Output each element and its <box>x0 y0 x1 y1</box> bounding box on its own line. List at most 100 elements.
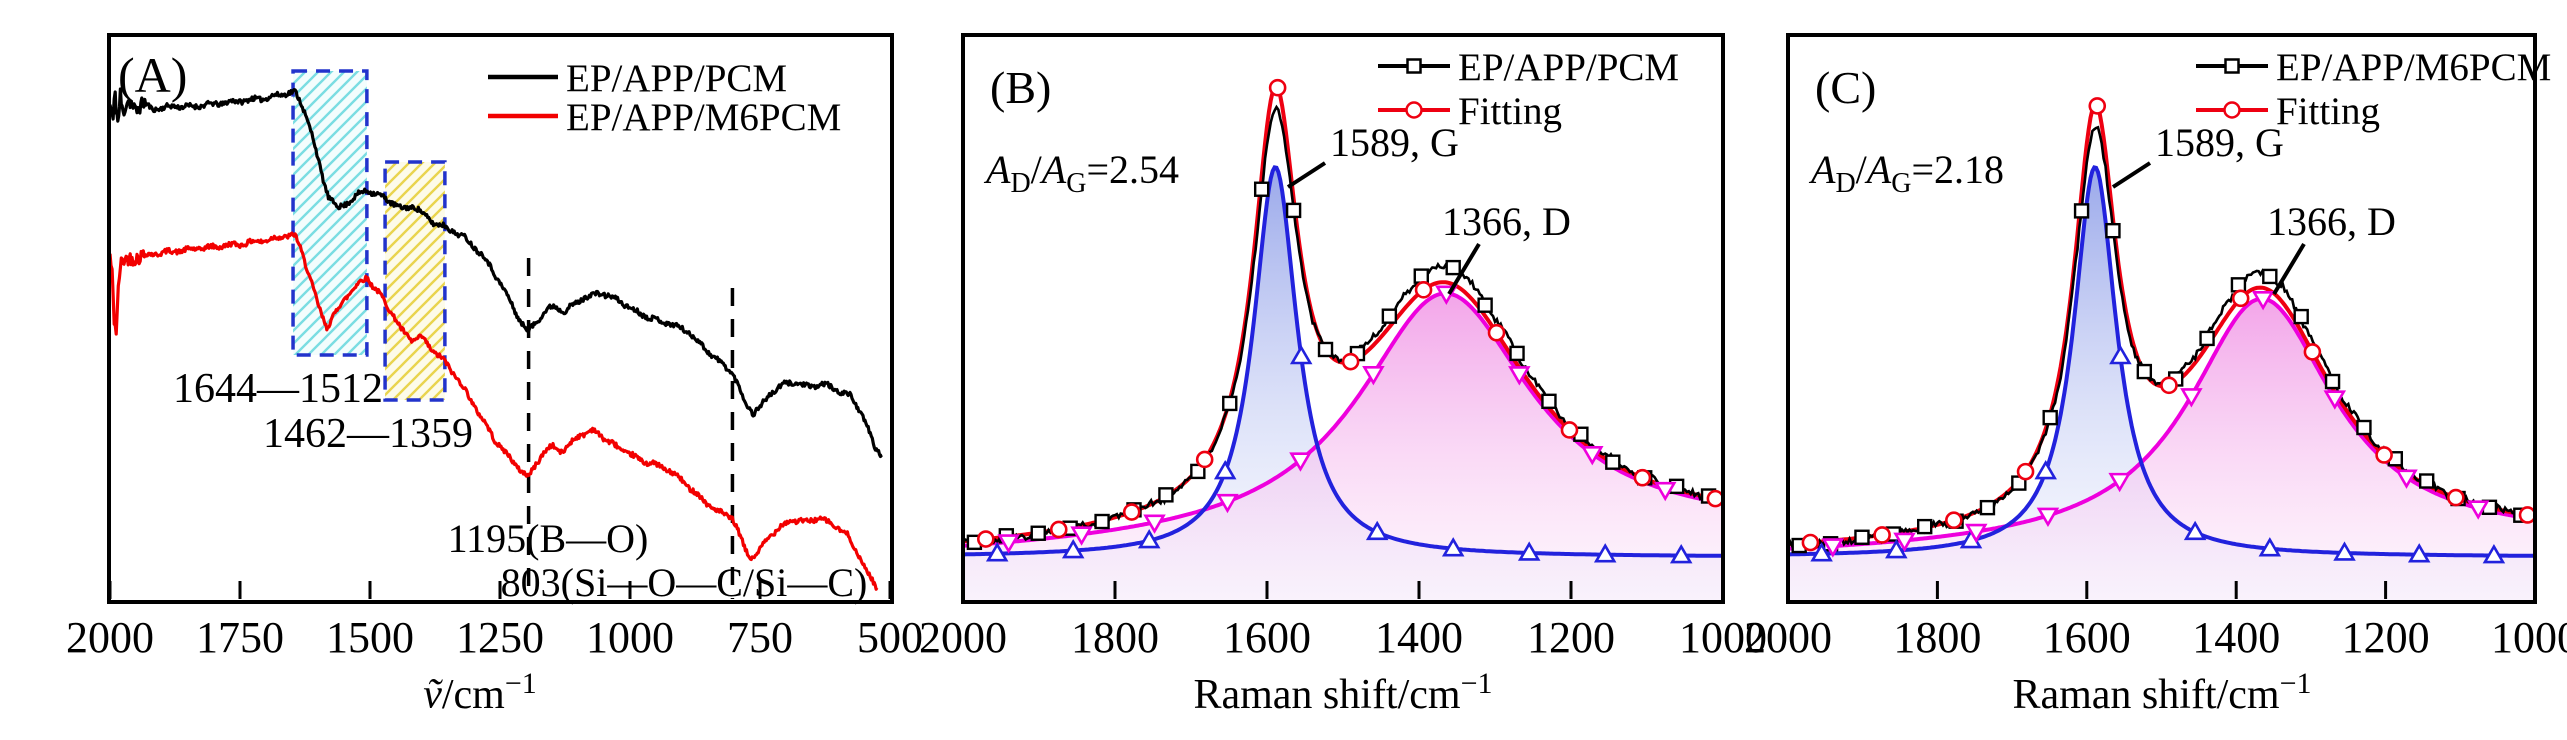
triangle-up-marker <box>2183 520 2207 541</box>
square-marker <box>1509 345 1525 362</box>
square-marker <box>2356 419 2372 436</box>
circle-marker <box>1414 281 1433 299</box>
annotation-g-peak-b: 1589, G <box>1330 120 1459 165</box>
circle-marker <box>1049 520 1068 539</box>
circle-marker <box>2231 289 2250 308</box>
square-marker <box>1222 395 1238 412</box>
circle-marker <box>1633 468 1652 487</box>
square-marker <box>2230 277 2247 293</box>
square-marker <box>1605 454 1621 470</box>
circle-marker <box>1487 323 1506 342</box>
triangle-up-marker <box>1885 538 1908 559</box>
plot-frame-c <box>1786 33 2537 604</box>
tick-label: 1200 <box>2342 613 2430 662</box>
triangle-down-marker <box>2180 388 2203 408</box>
square-marker <box>1979 499 1996 516</box>
square-marker <box>2105 222 2121 239</box>
triangle-up-marker <box>2482 543 2506 564</box>
square-marker <box>1317 341 1334 358</box>
circle-marker <box>1706 489 1725 508</box>
square-marker <box>2136 363 2153 380</box>
g-band-curve <box>1788 165 2535 558</box>
triangle-up-marker <box>1669 543 1693 564</box>
tick-label: 1200 <box>1527 613 1615 662</box>
ratio-label-c: AD/AG=2.18 <box>1808 147 2004 199</box>
annotation-pointer-g-b <box>1286 161 1327 189</box>
circle-marker <box>1945 511 1963 530</box>
tick-label: 750 <box>727 613 793 662</box>
triangle-up-marker <box>1137 529 1161 549</box>
triangle-up-marker <box>1289 344 1313 365</box>
tick-label: 1000 <box>586 613 674 662</box>
annotation-d-peak-c: 1366, D <box>2267 199 2396 244</box>
circle-marker <box>976 530 995 548</box>
circle-marker <box>1873 526 1891 544</box>
triangle-down-marker <box>1821 538 1845 558</box>
series-markers <box>1791 97 2537 564</box>
circle-marker <box>1268 78 1287 97</box>
panel-a: 2000 1750 1500 1250 1000 750 500 (A) EP/APP/PC… <box>66 33 923 718</box>
triangle-down-marker <box>2466 500 2490 520</box>
square-marker <box>2199 330 2215 347</box>
circle-marker <box>1341 352 1360 371</box>
d-band-fill <box>1788 298 2535 600</box>
plot-frame-b <box>961 33 1725 604</box>
square-marker <box>1917 518 1933 535</box>
triangle-down-marker <box>1964 523 1988 544</box>
tick-label: 1600 <box>2043 613 2131 662</box>
square-marker <box>1477 297 1493 313</box>
square-marker <box>1253 181 1270 197</box>
legend-label-experimental-b: EP/APP/PCM <box>1458 46 1679 89</box>
annotation-803-si-o-c: 803(Si—O—C/Si—C) <box>501 560 868 605</box>
tick-label: 1400 <box>1375 613 1463 662</box>
square-marker <box>1541 393 1557 410</box>
annotation-pointer-d-c <box>2272 242 2306 296</box>
x-axis-title-a: ṽ/cm−1 <box>423 667 537 718</box>
tick-label: 1800 <box>1071 613 1159 662</box>
triangle-up-marker <box>2407 543 2431 563</box>
panel-label-c: (C) <box>1815 62 1876 113</box>
plot-frame-a <box>107 33 894 604</box>
triangle-up-marker <box>1365 520 1389 541</box>
circle-marker <box>2375 446 2393 464</box>
annotation-d-peak-b: 1366, D <box>1442 199 1571 244</box>
square-marker <box>2042 409 2058 426</box>
triangle-up-marker <box>2109 344 2132 365</box>
square-marker <box>2262 268 2278 285</box>
square-marker <box>1854 529 1870 545</box>
x-axis-title-b: Raman shift/cm−1 <box>1193 667 1492 718</box>
circle-marker <box>2447 488 2465 507</box>
circle-marker <box>2518 506 2537 524</box>
circle-marker <box>1122 503 1141 521</box>
legend-label-experimental-c: EP/APP/M6PCM <box>2276 46 2551 89</box>
circle-marker <box>2088 97 2107 115</box>
annotation-g-peak-c: 1589, G <box>2155 120 2284 165</box>
legend-square-marker-b <box>1406 58 1422 74</box>
panel-label-a: (A) <box>118 47 187 103</box>
tick-label: 1750 <box>196 613 284 662</box>
triangle-up-marker <box>1441 537 1465 557</box>
triangle-down-marker <box>2251 290 2275 311</box>
square-marker <box>2293 308 2309 325</box>
tick-label: 1500 <box>326 613 414 662</box>
panel-b: 2000 1800 1600 1400 1200 1000 (B) AD/AG=2.54 … <box>919 33 1767 718</box>
square-marker <box>1285 202 1302 219</box>
panel-label-b: (B) <box>990 62 1051 113</box>
triangle-down-marker <box>1143 514 1166 534</box>
circle-marker <box>2016 462 2035 481</box>
ratio-label-b: AD/AG=2.54 <box>983 147 1179 199</box>
triangle-up-marker <box>985 542 1009 562</box>
tick-label: 2000 <box>66 613 154 662</box>
triangle-up-marker <box>1593 543 1617 563</box>
triangle-up-marker <box>2258 537 2282 557</box>
triangle-down-marker <box>1508 366 1531 386</box>
tick-label: 1800 <box>1893 613 1981 662</box>
triangle-down-marker <box>1893 532 1916 553</box>
legend-circle-marker-b <box>1405 101 1423 119</box>
legend-label-fitting-b: Fitting <box>1458 90 1562 133</box>
triangle-down-marker <box>1289 452 1312 472</box>
triangle-down-marker <box>1362 365 1385 386</box>
annotation-pointer-g-c <box>2111 161 2152 189</box>
x-axis-title-c: Raman shift/cm−1 <box>2012 667 2311 718</box>
